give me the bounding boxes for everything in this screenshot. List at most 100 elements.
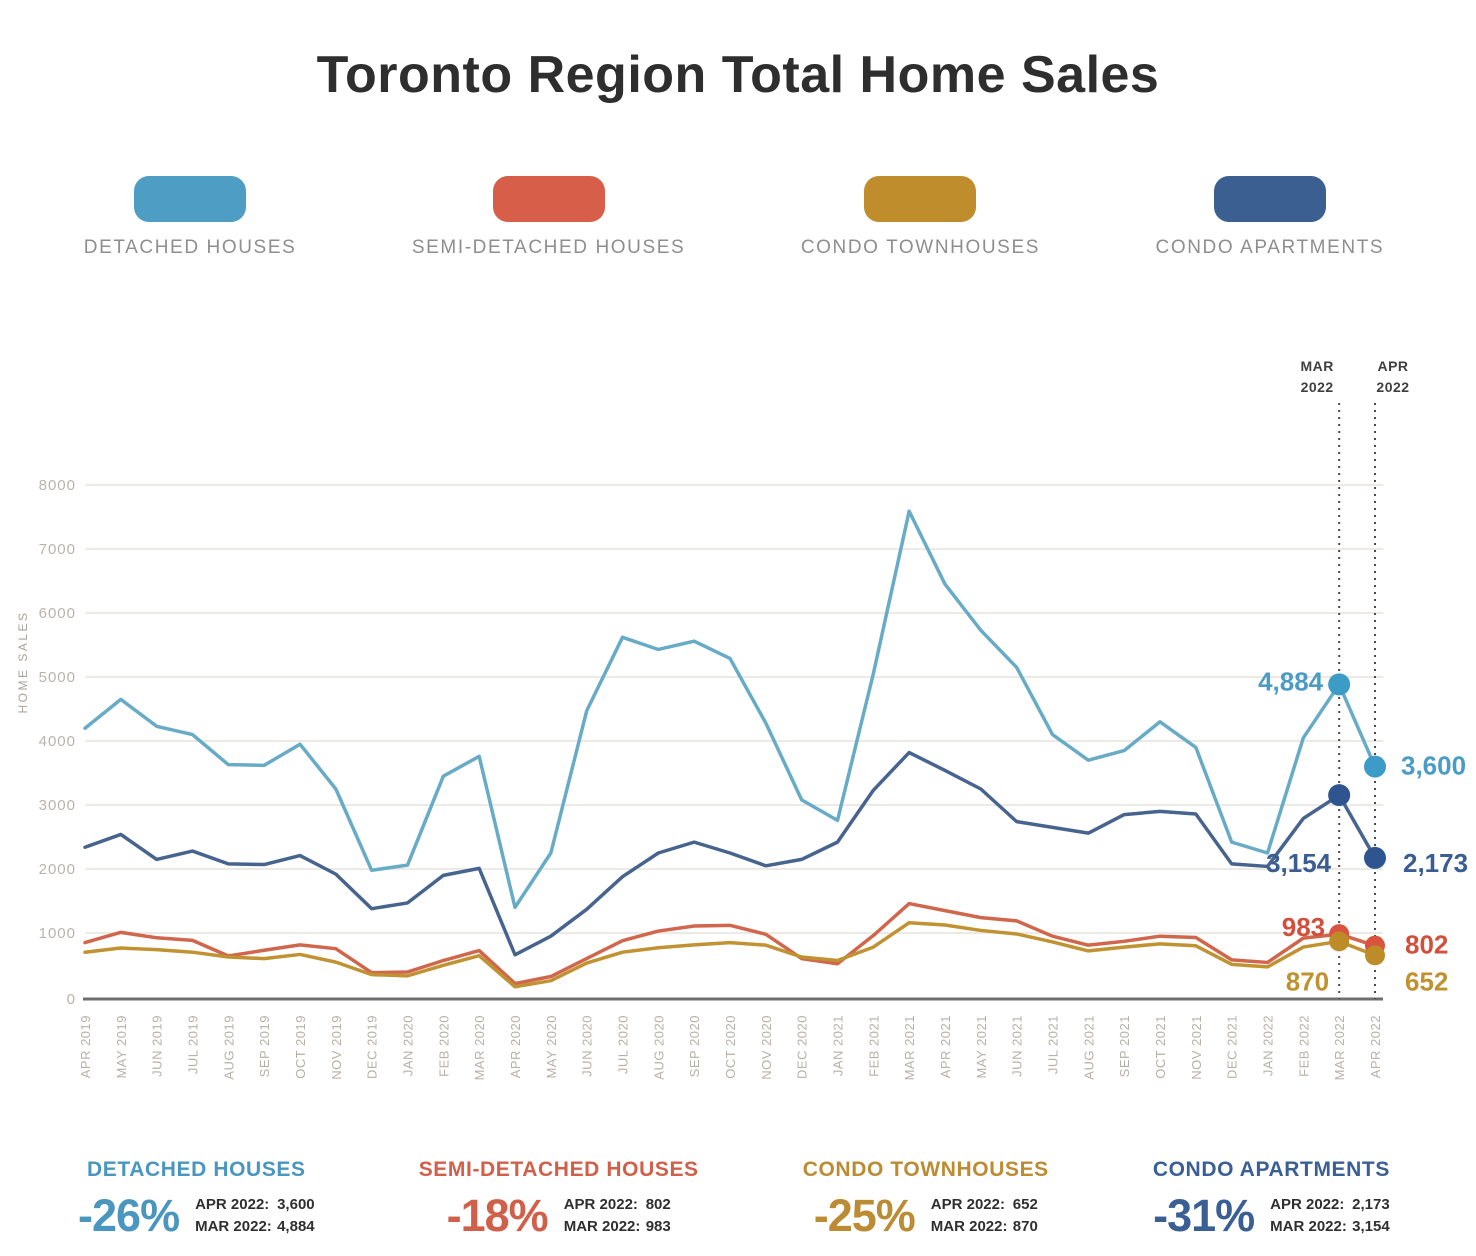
x-tick-label-apr-2019: APR 2019	[78, 1015, 93, 1078]
summary-title-apartments: CONDO APARTMENTS	[1152, 1158, 1390, 1181]
stat-value: 3,154	[1352, 1218, 1390, 1235]
stat-label: APR 2022:	[1270, 1195, 1345, 1213]
x-tick-label-jun-2020: JUN 2020	[580, 1015, 595, 1077]
legend-label-detached-houses: DETACHED HOUSES	[83, 237, 297, 258]
summary-percent-detached: -26%	[78, 1190, 180, 1241]
x-tick-label-dec-2019: DEC 2019	[365, 1015, 380, 1079]
stat-label: APR 2022:	[930, 1195, 1005, 1213]
x-tick-label-sep-2021: SEP 2021	[1117, 1015, 1132, 1077]
annotation-mar-2022: MAR	[1300, 358, 1333, 374]
x-tick-label-oct-2020: OCT 2020	[723, 1015, 738, 1079]
legend-swatch-detached-houses	[134, 176, 247, 222]
x-tick-label-jan-2021: JAN 2021	[830, 1015, 845, 1076]
chart-area: 0 1000 2000 3000 4000 5000 6000 7000 8000 HOME SA…	[0, 327, 1476, 1122]
x-tick-label-nov-2019: NOV 2019	[329, 1015, 344, 1080]
x-tick-label-aug-2021: AUG 2021	[1081, 1015, 1096, 1080]
stat-label: MAR 2022:	[563, 1218, 641, 1235]
y-tick-label-8000: 8000	[39, 477, 76, 494]
stat-label: APR 2022:	[563, 1195, 638, 1213]
series-end-label-condo-apartments-mar-2022: 3,154	[1266, 848, 1332, 878]
x-tick-label-may-2020: MAY 2020	[544, 1015, 559, 1079]
stat-value: 4,884	[277, 1218, 315, 1235]
legend-item-detached-houses: DETACHED HOUSES	[84, 176, 297, 259]
series-end-label-detached-houses-apr-2022: 3,600	[1401, 751, 1466, 781]
x-tick-label-feb-2021: FEB 2021	[866, 1015, 881, 1077]
x-tick-label-sep-2020: SEP 2020	[687, 1015, 702, 1077]
y-tick-label-6000: 6000	[39, 605, 76, 622]
series-line-condo-apartments	[83, 750, 1377, 957]
x-tick-label-may-2019: MAY 2019	[114, 1015, 129, 1079]
series-marker-detached-houses-mar-2022	[1328, 673, 1351, 696]
x-tick-label-aug-2019: AUG 2019	[221, 1015, 236, 1080]
summary-title-townhouses: CONDO TOWNHOUSES	[802, 1158, 1049, 1181]
chart-legend: DETACHED HOUSES SEMI-DETACHED HOUSES CON…	[0, 176, 1476, 259]
legend-swatch-condo-apartments	[1213, 176, 1326, 222]
summary-stats-apartments: APR 2022: 2,173 MAR 2022: 3,154	[1270, 1194, 1390, 1239]
x-tick-label-jul-2019: JUL 2019	[185, 1015, 200, 1074]
x-tick-label-mar-2021: MAR 2021	[902, 1015, 917, 1080]
annotation-mar-2022: 2022	[1301, 379, 1334, 395]
stat-value: 802	[645, 1195, 671, 1213]
x-tick-label-jan-2020: JAN 2020	[400, 1015, 415, 1076]
x-tick-label-jul-2021: JUL 2021	[1045, 1015, 1060, 1074]
stat-value: 2,173	[1352, 1195, 1390, 1213]
y-tick-label-4000: 4000	[39, 733, 76, 750]
x-tick-label-may-2021: MAY 2021	[974, 1015, 989, 1079]
summary-panel: DETACHED HOUSES -26% APR 2022: 3,600 MAR …	[0, 1158, 1476, 1242]
x-tick-label-dec-2020: DEC 2020	[795, 1015, 810, 1079]
series-marker-condo-apartments-mar-2022	[1328, 784, 1351, 807]
series-line-semi-detached-houses	[83, 901, 1377, 986]
series-line-condo-townhouses	[83, 921, 1377, 989]
x-tick-label-oct-2021: OCT 2021	[1153, 1015, 1168, 1079]
series-end-label-semi-detached-houses-mar-2022: 983	[1282, 912, 1325, 942]
stat-value: 870	[1012, 1218, 1038, 1235]
summary-title-detached: DETACHED HOUSES	[87, 1158, 306, 1181]
series-end-label-semi-detached-houses-apr-2022: 802	[1405, 930, 1448, 960]
x-tick-label-dec-2021: DEC 2021	[1225, 1015, 1240, 1079]
stat-label: MAR 2022:	[930, 1218, 1008, 1235]
x-tick-label-apr-2021: APR 2021	[938, 1015, 953, 1078]
x-tick-label-apr-2020: APR 2020	[508, 1015, 523, 1078]
stat-value: 652	[1012, 1195, 1038, 1213]
series-end-label-detached-houses-mar-2022: 4,884	[1258, 666, 1324, 696]
x-tick-label-mar-2020: MAR 2020	[472, 1015, 487, 1080]
page-title: Toronto Region Total Home Sales	[316, 46, 1160, 104]
x-tick-label-jul-2020: JUL 2020	[615, 1015, 630, 1074]
x-tick-label-feb-2022: FEB 2022	[1296, 1015, 1311, 1077]
series-marker-condo-townhouses-apr-2022	[1364, 945, 1385, 966]
summary-percent-townhouses: -25%	[813, 1190, 916, 1241]
legend-label-semi-detached-houses: SEMI-DETACHED HOUSES	[411, 237, 686, 258]
legend-item-condo-apartments: CONDO APARTMENTS	[1156, 176, 1385, 259]
stat-label: MAR 2022:	[1270, 1218, 1347, 1235]
summary-detached-houses: DETACHED HOUSES -26% APR 2022: 3,600 MAR …	[78, 1158, 315, 1242]
x-tick-label-nov-2021: NOV 2021	[1189, 1015, 1204, 1080]
legend-label-condo-apartments: CONDO APARTMENTS	[1155, 237, 1385, 258]
y-tick-label-3000: 3000	[39, 797, 76, 814]
x-tick-label-apr-2022: APR 2022	[1368, 1015, 1383, 1078]
series-end-label-condo-apartments-apr-2022: 2,173	[1403, 848, 1468, 878]
summary-percent-semi: -18%	[446, 1190, 549, 1241]
x-tick-label-mar-2022: MAR 2022	[1332, 1015, 1347, 1080]
summary-percent-apartments: -31%	[1153, 1190, 1255, 1241]
x-tick-label-jun-2019: JUN 2019	[150, 1015, 165, 1077]
legend-item-semi-detached-houses: SEMI-DETACHED HOUSES	[412, 176, 685, 259]
series-marker-condo-townhouses-mar-2022	[1329, 931, 1350, 952]
y-tick-label-7000: 7000	[39, 541, 76, 558]
legend-swatch-condo-townhouses	[864, 176, 977, 222]
y-tick-label-2000: 2000	[39, 861, 76, 878]
legend-item-condo-townhouses: CONDO TOWNHOUSES	[801, 176, 1040, 259]
y-tick-label-0: 0	[67, 991, 76, 1008]
x-tick-label-nov-2020: NOV 2020	[759, 1015, 774, 1080]
summary-stats-semi: APR 2022: 802 MAR 2022: 983	[564, 1194, 671, 1239]
x-tick-label-jun-2021: JUN 2021	[1010, 1015, 1025, 1077]
summary-condo-townhouses: CONDO TOWNHOUSES -25% APR 2022: 652 MAR 2…	[803, 1158, 1049, 1242]
series-line-detached-houses	[83, 509, 1377, 910]
summary-condo-apartments: CONDO APARTMENTS -31% APR 2022: 2,173 MAR…	[1153, 1158, 1390, 1242]
y-axis-title: HOME SALES	[16, 610, 30, 713]
legend-swatch-semi-detached-houses	[492, 176, 605, 222]
x-tick-label-feb-2020: FEB 2020	[436, 1015, 451, 1077]
home-sales-line-chart: 0 1000 2000 3000 4000 5000 6000 7000 8000 HOME SA…	[16, 358, 1468, 1080]
x-tick-label-aug-2020: AUG 2020	[651, 1015, 666, 1080]
stat-value: 3,600	[277, 1195, 315, 1213]
stat-label: APR 2022:	[195, 1195, 270, 1213]
